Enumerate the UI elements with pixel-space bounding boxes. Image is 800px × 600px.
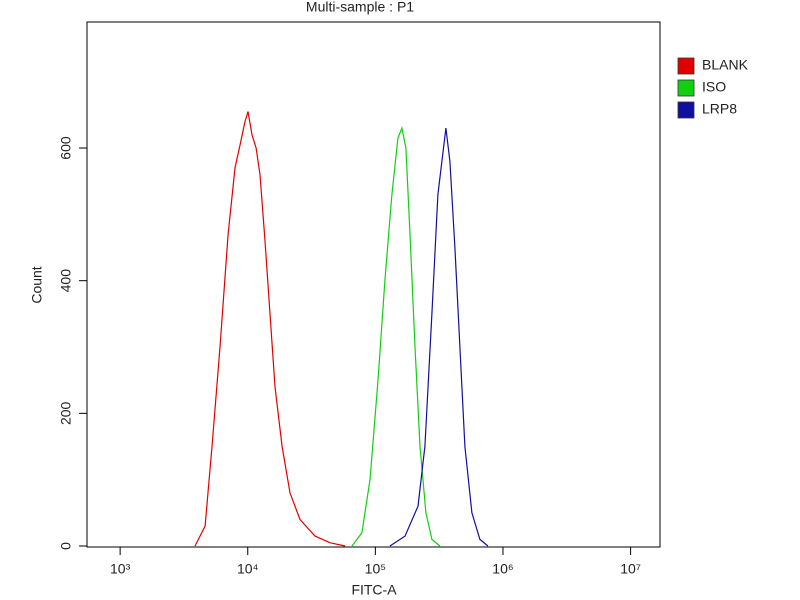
legend-label: ISO bbox=[702, 79, 726, 95]
x-tick-label: 10³ bbox=[110, 561, 131, 577]
histogram-line bbox=[351, 126, 441, 547]
legend-label: LRP8 bbox=[702, 101, 737, 117]
y-tick-label: 200 bbox=[58, 401, 74, 425]
legend-swatch bbox=[677, 79, 695, 97]
x-tick-label: 10⁶ bbox=[492, 561, 513, 577]
histogram-line bbox=[389, 128, 489, 547]
y-tick-label: 600 bbox=[58, 136, 74, 160]
legend-swatch bbox=[677, 101, 695, 119]
histogram-line bbox=[194, 111, 346, 547]
chart-title: Multi-sample : P1 bbox=[306, 0, 414, 15]
y-tick-label: 0 bbox=[58, 542, 74, 550]
legend-label: BLANK bbox=[702, 57, 749, 73]
x-tick-label: 10⁷ bbox=[620, 561, 641, 577]
y-tick-label: 400 bbox=[58, 269, 74, 293]
legend-swatch bbox=[677, 57, 695, 75]
x-axis-label: FITC-A bbox=[351, 582, 397, 598]
x-tick-label: 10⁴ bbox=[237, 561, 259, 577]
y-axis-label: Count bbox=[29, 266, 45, 303]
x-tick-label: 10⁵ bbox=[365, 561, 386, 577]
plot-frame bbox=[86, 21, 661, 548]
